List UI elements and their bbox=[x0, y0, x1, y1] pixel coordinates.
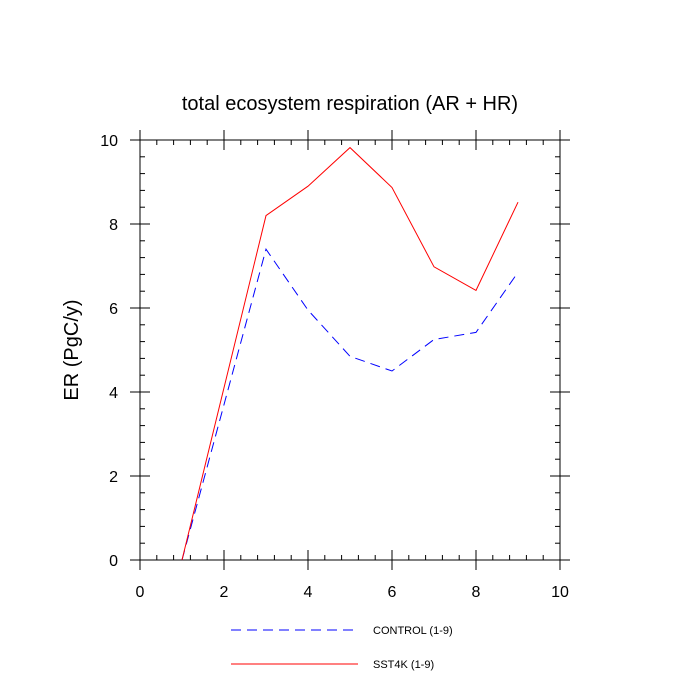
series-line-0 bbox=[181, 248, 519, 561]
plot-frame bbox=[139, 139, 561, 561]
y-tick-label: 8 bbox=[109, 217, 118, 234]
y-tick-label: 4 bbox=[109, 385, 118, 402]
x-tick-label: 8 bbox=[472, 584, 481, 601]
y-tick-label: 0 bbox=[109, 553, 118, 570]
x-tick-label: 2 bbox=[220, 584, 229, 601]
y-tick-label: 6 bbox=[109, 301, 118, 318]
x-tick-label: 10 bbox=[551, 584, 569, 601]
legend-label-0: CONTROL (1-9) bbox=[373, 625, 453, 637]
x-tick-label: 6 bbox=[388, 584, 397, 601]
legend: CONTROL (1-9) SST4K (1-9) bbox=[231, 625, 453, 671]
chart-title: total ecosystem respiration (AR + HR) bbox=[182, 93, 518, 115]
plot-area: 0 2 4 6 8 10 0 2 4 6 8 10 bbox=[100, 130, 570, 601]
x-tick-label: 0 bbox=[136, 584, 145, 601]
y-axis-label: ER (PgC/y) bbox=[61, 299, 83, 400]
y-tick-label: 2 bbox=[109, 469, 118, 486]
y-tick-label: 10 bbox=[100, 133, 118, 150]
series-line-1 bbox=[181, 146, 519, 561]
legend-label-1: SST4K (1-9) bbox=[373, 659, 434, 671]
x-tick-label: 4 bbox=[304, 584, 313, 601]
